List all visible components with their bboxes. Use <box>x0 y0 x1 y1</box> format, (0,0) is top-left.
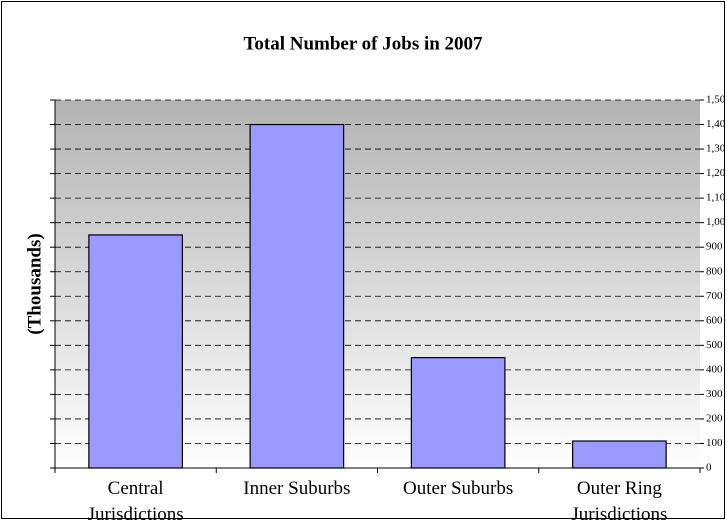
y-tick-label: 1,10 <box>706 192 726 204</box>
bar <box>410 357 506 469</box>
y-tick-label: 900 <box>706 241 723 253</box>
y-tick-label: 700 <box>706 290 723 302</box>
y-tick-label: 400 <box>706 363 723 375</box>
y-tick-label: 0 <box>706 462 712 474</box>
y-tick-label: 100 <box>706 437 723 449</box>
y-tick-label: 500 <box>706 339 723 351</box>
y-tick-label: 600 <box>706 314 723 326</box>
x-tick-label: Central Jurisdictions <box>87 478 184 525</box>
y-tick-label: 300 <box>706 388 723 400</box>
bar <box>249 123 345 469</box>
y-axis-label: (Thousands) <box>24 233 45 334</box>
x-tick-label: Outer Suburbs <box>402 478 514 499</box>
y-tick-label: 1,40 <box>706 118 726 130</box>
bar <box>88 234 183 469</box>
bar <box>572 440 667 469</box>
y-tick-label: 200 <box>706 412 723 424</box>
y-tick-label: 1,00 <box>706 216 726 228</box>
y-tick-label: 1,30 <box>706 143 726 155</box>
y-tick-label: 800 <box>706 265 723 277</box>
y-tick-label: 1,50 <box>706 94 726 106</box>
chart-title: Total Number of Jobs in 2007 <box>243 33 483 54</box>
y-tick-label: 1,20 <box>706 167 726 179</box>
x-tick-label: Outer Ring Jurisdictions <box>571 478 668 525</box>
x-tick-label: Inner Suburbs <box>243 478 351 499</box>
